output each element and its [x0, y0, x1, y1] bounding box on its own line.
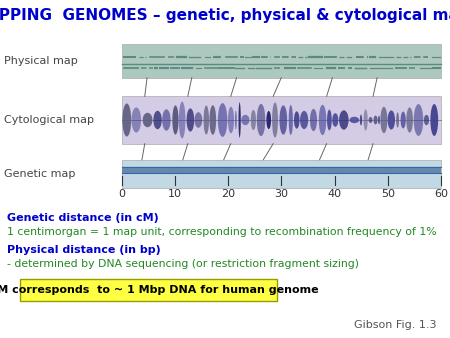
- Ellipse shape: [172, 105, 179, 135]
- Text: Physical map: Physical map: [4, 56, 78, 66]
- Text: MAPPING  GENOMES – genetic, physical & cytological maps: MAPPING GENOMES – genetic, physical & cy…: [0, 8, 450, 23]
- Text: 50: 50: [381, 189, 395, 199]
- Ellipse shape: [294, 111, 300, 129]
- Ellipse shape: [339, 110, 349, 130]
- Ellipse shape: [400, 112, 406, 128]
- Ellipse shape: [179, 102, 185, 138]
- Ellipse shape: [143, 113, 153, 127]
- Ellipse shape: [387, 111, 395, 129]
- Text: - determined by DNA sequencing (or restriction fragment sizing): - determined by DNA sequencing (or restr…: [7, 259, 359, 269]
- Ellipse shape: [369, 117, 373, 123]
- Ellipse shape: [209, 105, 216, 135]
- Ellipse shape: [162, 109, 171, 131]
- Ellipse shape: [380, 107, 387, 133]
- Ellipse shape: [300, 111, 308, 129]
- Ellipse shape: [228, 107, 234, 133]
- Ellipse shape: [350, 117, 359, 123]
- Ellipse shape: [360, 115, 362, 125]
- Text: Genetic distance (in cM): Genetic distance (in cM): [7, 213, 158, 223]
- Ellipse shape: [203, 105, 209, 135]
- Text: 20: 20: [221, 189, 235, 199]
- Ellipse shape: [153, 111, 162, 129]
- Ellipse shape: [374, 116, 378, 124]
- Bar: [20, 279, 277, 301]
- Ellipse shape: [241, 115, 249, 125]
- Text: 1 centimorgan = 1 map unit, corresponding to recombination frequency of 1%: 1 centimorgan = 1 map unit, correspondin…: [7, 226, 436, 237]
- Ellipse shape: [194, 112, 202, 128]
- Ellipse shape: [406, 107, 413, 132]
- Ellipse shape: [378, 116, 380, 124]
- Ellipse shape: [266, 111, 271, 129]
- Text: Genetic map: Genetic map: [4, 169, 76, 179]
- Text: 0: 0: [118, 189, 125, 199]
- Ellipse shape: [235, 111, 237, 129]
- Ellipse shape: [332, 113, 338, 127]
- Ellipse shape: [289, 105, 293, 135]
- Ellipse shape: [396, 112, 399, 128]
- Ellipse shape: [430, 104, 438, 136]
- Ellipse shape: [310, 109, 317, 131]
- Bar: [122, 96, 441, 144]
- Text: Cytological map: Cytological map: [4, 115, 94, 125]
- Ellipse shape: [122, 103, 131, 137]
- Ellipse shape: [414, 104, 423, 136]
- Ellipse shape: [319, 105, 326, 135]
- Ellipse shape: [272, 102, 278, 138]
- Bar: [122, 160, 441, 189]
- Text: Gibson Fig. 1.3: Gibson Fig. 1.3: [354, 319, 436, 330]
- Ellipse shape: [279, 105, 287, 135]
- Ellipse shape: [131, 107, 141, 132]
- Ellipse shape: [238, 102, 241, 138]
- Ellipse shape: [364, 109, 368, 131]
- Text: 60: 60: [434, 189, 448, 199]
- Text: Physical distance (in bp): Physical distance (in bp): [7, 245, 161, 255]
- Text: 40: 40: [328, 189, 342, 199]
- Bar: [122, 44, 441, 78]
- Text: 30: 30: [274, 189, 288, 199]
- Ellipse shape: [257, 104, 266, 136]
- Ellipse shape: [251, 110, 256, 130]
- Ellipse shape: [218, 103, 227, 137]
- Text: 1 cM corresponds  to ~ 1 Mbp DNA for human genome: 1 cM corresponds to ~ 1 Mbp DNA for huma…: [0, 285, 318, 295]
- Text: 10: 10: [168, 189, 182, 199]
- Ellipse shape: [187, 108, 194, 131]
- Ellipse shape: [424, 115, 429, 125]
- Ellipse shape: [327, 110, 332, 130]
